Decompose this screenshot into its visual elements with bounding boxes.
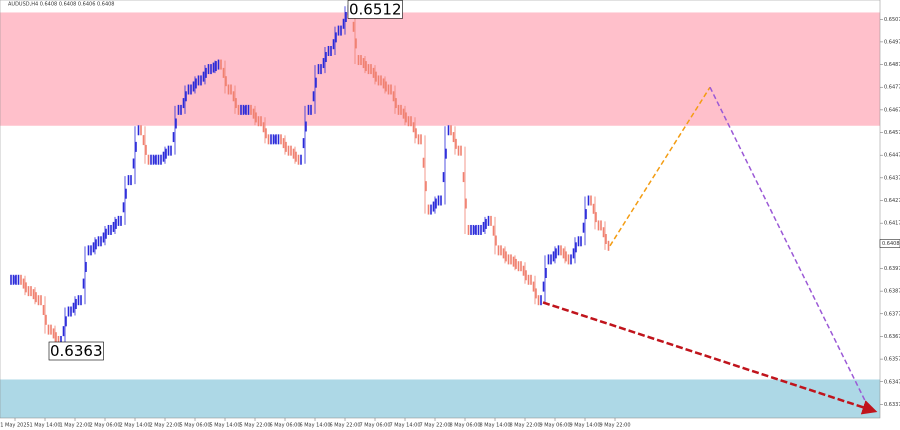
y-tick-label: 0.6387 — [884, 289, 900, 295]
plot-frame — [0, 0, 881, 419]
forecast-arrow — [709, 86, 869, 408]
x-tick-label: 9 May 06:00 — [539, 423, 570, 429]
y-tick-label: 0.6467 — [884, 107, 900, 113]
x-tick-label: 7 May 14:00 — [389, 423, 420, 429]
x-tick-label: 9 May 22:00 — [599, 423, 630, 429]
y-tick-label: 0.6397 — [884, 266, 900, 272]
label-box — [347, 0, 403, 19]
x-tick-label: 5 May 22:00 — [239, 423, 270, 429]
y-tick-label: 0.6457 — [884, 130, 900, 136]
y-tick-label: 0.6507 — [884, 17, 900, 23]
y-tick-label: 0.6447 — [884, 153, 900, 159]
y-tick-label: 0.6357 — [884, 357, 900, 363]
x-tick-label: 2 May 06:00 — [89, 423, 120, 429]
x-tick-label: 6 May 22:00 — [329, 423, 360, 429]
y-tick-label: 0.6347 — [884, 379, 900, 385]
y-tick-label: 0.6487 — [884, 62, 900, 68]
x-tick-label: 8 May 06:00 — [449, 423, 480, 429]
zone — [0, 379, 880, 418]
y-tick-label: 0.6417 — [884, 221, 900, 227]
x-tick-label: 2 May 14:00 — [119, 423, 150, 429]
forecast-arrow — [542, 301, 878, 415]
zone — [0, 12, 880, 126]
x-tick-label: 9 May 14:00 — [569, 423, 600, 429]
y-tick-label: 0.6377 — [884, 311, 900, 317]
x-tick-label: 8 May 22:00 — [509, 423, 540, 429]
low-label: 0.6363 — [50, 342, 103, 360]
x-tick-label: 5 May 14:00 — [209, 423, 240, 429]
x-tick-label: 7 May 06:00 — [359, 423, 390, 429]
x-tick-label: 6 May 06:00 — [269, 423, 300, 429]
current-price-label: 0.6408 — [882, 241, 900, 247]
x-tick-label: 5 May 06:00 — [179, 423, 210, 429]
peak-label: 0.6512 — [349, 0, 402, 18]
x-tick-label: 2 May 22:00 — [149, 423, 180, 429]
x-tick-label: 8 May 14:00 — [479, 423, 510, 429]
chart-title: AUDUSD,H4 0.6408 0.6408 0.6406 0.6408 — [8, 2, 114, 8]
y-tick-label: 0.6337 — [884, 402, 900, 408]
label-box — [48, 341, 104, 361]
y-tick-label: 0.6367 — [884, 334, 900, 340]
y-tick-label: 0.6437 — [884, 175, 900, 181]
y-tick-label: 0.6477 — [884, 85, 900, 91]
forecast-arrow — [609, 86, 711, 247]
x-tick-label: 6 May 14:00 — [299, 423, 330, 429]
x-tick-label: 1 May 14:00 — [29, 423, 60, 429]
y-tick-label: 0.6427 — [884, 198, 900, 204]
y-tick-label: 0.6497 — [884, 39, 900, 45]
x-tick-label: 7 May 22:00 — [419, 423, 450, 429]
x-tick-label: 1 May 2025 — [0, 423, 29, 429]
x-tick-label: 1 May 22:00 — [59, 423, 90, 429]
current-price-box — [879, 239, 900, 248]
